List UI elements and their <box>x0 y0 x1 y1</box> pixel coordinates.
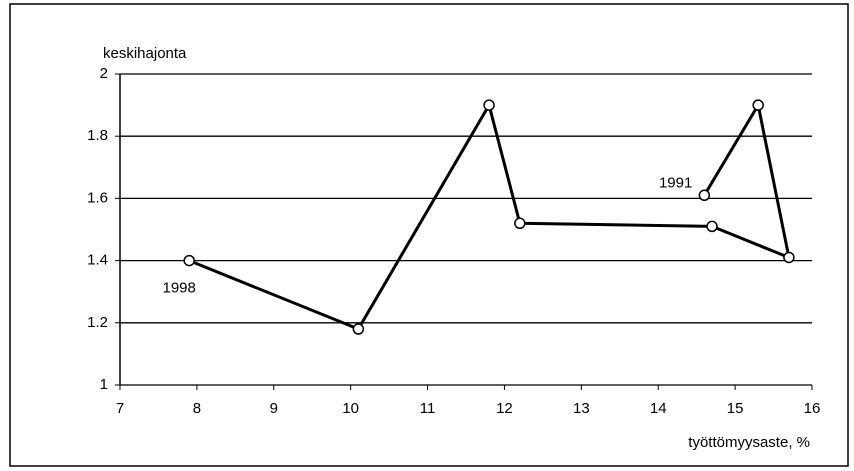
x-tick-label: 13 <box>573 400 590 417</box>
x-axis-label: työttömyysaste, % <box>688 434 810 451</box>
annotation: 1998 <box>163 280 196 297</box>
line <box>188 100 791 331</box>
y-tick-label: 2 <box>100 65 108 82</box>
point <box>706 220 718 233</box>
y-tick-label: 1.8 <box>87 127 108 144</box>
x-tick-label: 10 <box>342 400 359 417</box>
y-axis-label: keskihajonta <box>103 45 187 62</box>
x-tick-label: 9 <box>270 400 278 417</box>
point <box>783 251 795 264</box>
y-tick-label: 1.2 <box>87 314 108 331</box>
x-tick-label: 8 <box>193 400 201 417</box>
point <box>514 217 526 230</box>
x-tick-label: 7 <box>116 400 124 417</box>
x-tick-label: 14 <box>650 400 667 417</box>
point <box>752 99 764 111</box>
x-tick-label: 15 <box>727 400 744 417</box>
y-tick-label: 1.4 <box>87 252 108 269</box>
point <box>183 254 195 267</box>
point <box>352 323 365 335</box>
point <box>698 189 711 202</box>
annotation: 1991 <box>659 174 692 191</box>
y-tick-label: 1 <box>100 376 108 393</box>
point <box>483 99 495 111</box>
x-tick-label: 11 <box>420 400 436 417</box>
x-tick-label: 16 <box>804 400 821 417</box>
x-tick-label: 12 <box>496 400 513 417</box>
frame <box>9 3 849 467</box>
y-tick-label: 1.6 <box>87 189 108 206</box>
